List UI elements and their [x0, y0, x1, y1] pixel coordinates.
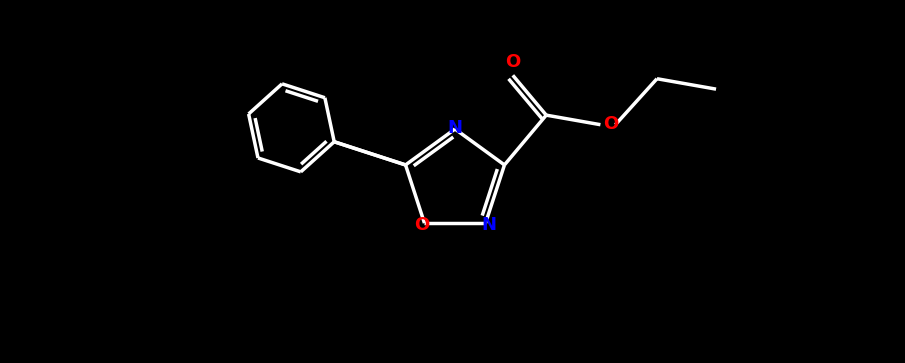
Text: O: O [505, 53, 520, 71]
Text: O: O [414, 216, 429, 234]
Text: O: O [604, 115, 619, 133]
Text: N: N [447, 119, 462, 137]
Text: N: N [481, 216, 496, 234]
